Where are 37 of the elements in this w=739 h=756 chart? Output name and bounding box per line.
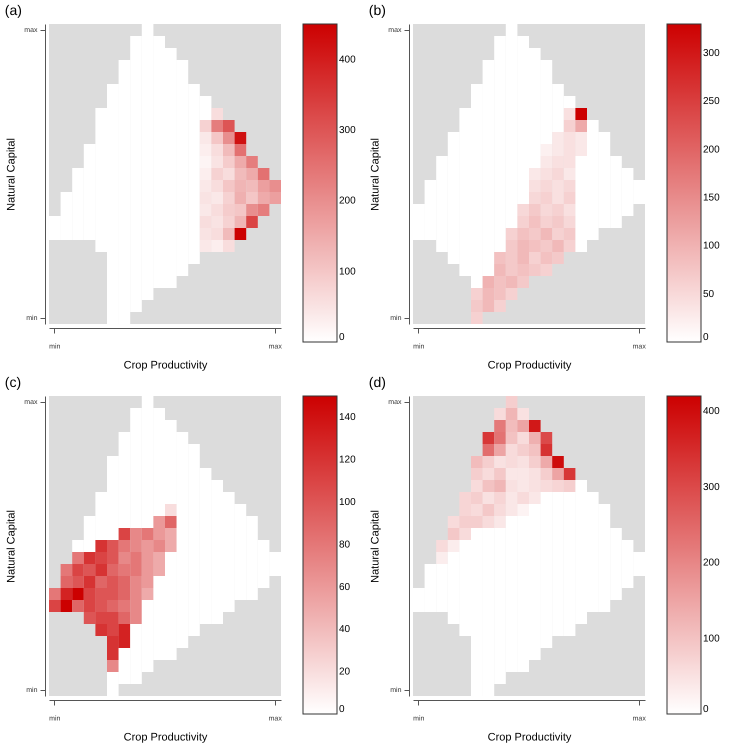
color-bar-label: 300 xyxy=(703,482,720,493)
color-bar-label: 0 xyxy=(703,332,709,343)
x-axis-title: Crop Productivity xyxy=(124,732,208,744)
color-bar-label: 100 xyxy=(703,240,720,252)
color-bar-label: 100 xyxy=(339,497,356,508)
color-bar-label: 200 xyxy=(339,196,356,207)
color-bar-label: 100 xyxy=(703,633,720,644)
color-bar-label: 140 xyxy=(339,412,356,424)
color-bar-label: 0 xyxy=(339,332,345,343)
color-bar-label: 300 xyxy=(339,125,356,136)
color-bar-label: 40 xyxy=(339,624,351,636)
color-bar-label: 20 xyxy=(339,666,351,678)
x-axis-title: Crop Productivity xyxy=(488,732,572,744)
color-bar-label: 250 xyxy=(703,96,720,108)
color-bar-label: 0 xyxy=(703,704,709,715)
color-bar-label: 100 xyxy=(339,266,356,278)
color-bar-label: 400 xyxy=(339,54,356,66)
color-bar-label: 200 xyxy=(703,144,720,156)
color-bar-label: 80 xyxy=(339,539,351,550)
y-axis-title: Natural Capital xyxy=(369,138,382,211)
chart-title: (c) xyxy=(4,374,22,390)
color-bar-label: 50 xyxy=(703,288,715,300)
color-bar-label: 400 xyxy=(703,406,720,418)
color-bar-label: 150 xyxy=(703,192,720,204)
color-bar-label: 120 xyxy=(339,454,356,466)
color-bar-label: 300 xyxy=(703,48,720,59)
color-bar-label: 0 xyxy=(339,704,345,715)
chart-title: (d) xyxy=(368,374,386,390)
chart-title: (b) xyxy=(368,2,386,18)
x-axis-title: Crop Productivity xyxy=(488,360,572,372)
y-axis-title: Natural Capital xyxy=(369,510,382,583)
y-axis-title: Natural Capital xyxy=(5,138,18,211)
x-axis-title: Crop Productivity xyxy=(124,360,208,372)
y-axis-title: Natural Capital xyxy=(5,510,18,583)
chart-title: (a) xyxy=(4,2,22,18)
color-bar-label: 60 xyxy=(339,582,351,593)
color-bar-label: 200 xyxy=(703,558,720,569)
